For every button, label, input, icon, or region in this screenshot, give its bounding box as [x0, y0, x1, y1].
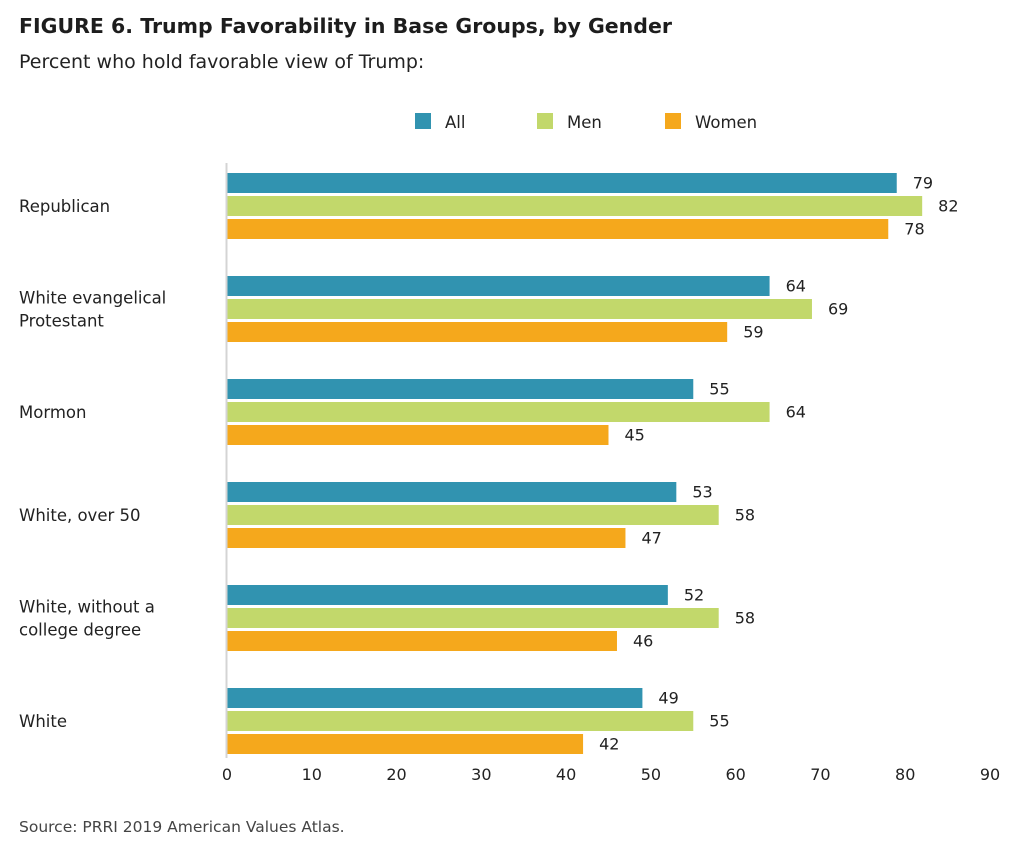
- data-label: 55: [709, 712, 729, 731]
- bar-group: 55 64 45: [227, 379, 806, 445]
- category-label: Republican: [19, 197, 110, 216]
- data-label: 64: [786, 277, 806, 296]
- bar-women: [227, 734, 584, 754]
- data-label: 53: [692, 483, 712, 502]
- category-label: White evangelical Protestant: [19, 289, 166, 331]
- x-tick-label: 30: [471, 765, 491, 784]
- data-label: 49: [658, 689, 678, 708]
- bar-women: [227, 322, 728, 342]
- legend-item-women: Women: [665, 113, 757, 132]
- bar-women: [227, 631, 617, 651]
- data-label: 46: [633, 632, 653, 651]
- data-label: 52: [684, 586, 704, 605]
- bar-men: [227, 505, 719, 525]
- legend-label: All: [445, 113, 465, 132]
- legend-item-men: Men: [537, 113, 602, 132]
- bar-all: [227, 688, 643, 708]
- legend: All Men Women: [415, 113, 757, 132]
- legend-swatch: [665, 113, 681, 129]
- bar-all: [227, 482, 677, 502]
- chart-subtitle: Percent who hold favorable view of Trump…: [19, 51, 425, 73]
- category-label: White, over 50: [19, 506, 141, 525]
- data-label: 69: [828, 300, 848, 319]
- legend-item-all: All: [415, 113, 465, 132]
- bar-all: [227, 173, 897, 193]
- bar-group: 53 58 47: [227, 482, 755, 548]
- data-label: 64: [786, 403, 806, 422]
- bars-group: 79 82 78 64 69 59 55 64 45 53 58 47 52 58 46 49 55 42: [227, 173, 959, 754]
- bar-group: 64 69 59: [227, 276, 848, 342]
- x-tick-label: 70: [810, 765, 830, 784]
- bar-all: [227, 379, 694, 399]
- legend-swatch: [537, 113, 553, 129]
- bar-women: [227, 425, 609, 445]
- data-label: 45: [625, 426, 645, 445]
- data-label: 82: [938, 197, 958, 216]
- data-label: 59: [743, 323, 763, 342]
- x-tick-label: 90: [980, 765, 1000, 784]
- x-tick-label: 60: [725, 765, 745, 784]
- chart-title: FIGURE 6. Trump Favorability in Base Gro…: [19, 14, 672, 38]
- x-tick-label: 50: [641, 765, 661, 784]
- data-label: 58: [735, 609, 755, 628]
- x-tick-label: 80: [895, 765, 915, 784]
- data-label: 58: [735, 506, 755, 525]
- source-note: Source: PRRI 2019 American Values Atlas.: [19, 818, 345, 836]
- bar-group: 79 82 78: [227, 173, 959, 239]
- bar-men: [227, 299, 812, 319]
- bar-group: 49 55 42: [227, 688, 730, 754]
- x-tick-label: 40: [556, 765, 576, 784]
- bar-men: [227, 196, 923, 216]
- bar-all: [227, 276, 770, 296]
- data-label: 79: [913, 174, 933, 193]
- data-label: 55: [709, 380, 729, 399]
- category-label: Mormon: [19, 403, 86, 422]
- y-axis: Republican White evangelical Protestant Mor…: [19, 163, 228, 758]
- bar-men: [227, 402, 770, 422]
- x-tick-label: 20: [386, 765, 406, 784]
- legend-label: Men: [567, 113, 602, 132]
- x-tick-label: 10: [302, 765, 322, 784]
- data-label: 47: [641, 529, 661, 548]
- bar-all: [227, 585, 668, 605]
- data-label: 78: [904, 220, 924, 239]
- category-label: White, without a college degree: [19, 598, 155, 640]
- bar-group: 52 58 46: [227, 585, 755, 651]
- x-axis: 0 10 20 30 40 50 60 70 80 90: [222, 765, 1000, 784]
- legend-label: Women: [695, 113, 757, 132]
- bar-men: [227, 711, 694, 731]
- category-label: White: [19, 712, 67, 731]
- x-tick-label: 0: [222, 765, 232, 784]
- legend-swatch: [415, 113, 431, 129]
- bar-men: [227, 608, 719, 628]
- bar-women: [227, 528, 626, 548]
- data-label: 42: [599, 735, 619, 754]
- bar-women: [227, 219, 889, 239]
